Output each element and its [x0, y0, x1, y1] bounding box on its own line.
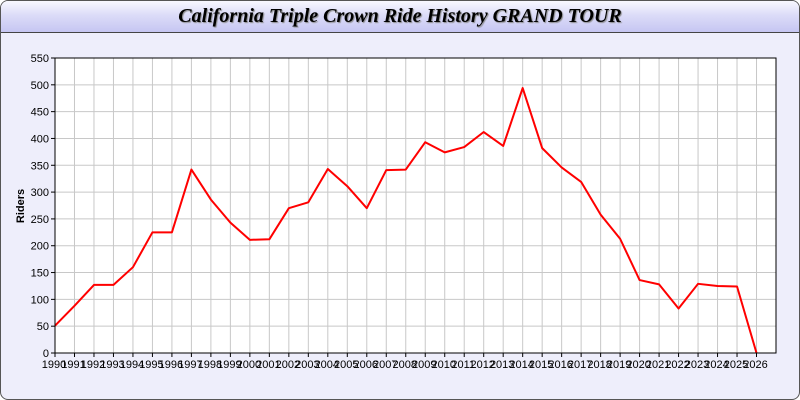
x-tick-label: 2013 [490, 359, 514, 371]
x-tick-label: 2023 [685, 359, 709, 371]
x-tick-label: 2009 [412, 359, 436, 371]
series [54, 87, 758, 354]
x-tick-label: 2018 [587, 359, 611, 371]
x-tick-label: 1994 [120, 359, 144, 371]
x-tick-label: 2000 [237, 359, 261, 371]
x-tick-label: 2010 [431, 359, 455, 371]
x-tick-label: 2003 [295, 359, 319, 371]
x-tick-label: 2025 [724, 359, 748, 371]
x-tick-label: 2014 [509, 359, 533, 371]
x-tick-label: 2006 [354, 359, 378, 371]
x-tick-label: 1990 [42, 359, 66, 371]
plot-area [55, 58, 776, 353]
x-tick-label: 2022 [665, 359, 689, 371]
x-tick-label: 1996 [159, 359, 183, 371]
y-tick-label: 250 [31, 214, 49, 226]
chart-title: California Triple Crown Ride History GRA… [178, 5, 622, 27]
y-tick-label: 150 [31, 268, 49, 280]
y-tick-label: 50 [37, 321, 49, 333]
x-tick-label: 2015 [529, 359, 553, 371]
y-tick-label: 350 [31, 160, 49, 172]
x-tick-label: 2002 [276, 359, 300, 371]
x-tick-label: 2024 [704, 359, 728, 371]
y-axis: 0 50 100 150 200 250 300 350 400 450 500 550 [31, 53, 55, 360]
x-tick-label: 1991 [61, 359, 85, 371]
x-tick-label: 2005 [334, 359, 358, 371]
y-tick-label: 550 [31, 53, 49, 65]
x-tick-label: 2004 [315, 359, 339, 371]
plot-border [54, 57, 777, 354]
x-tick-label: 2008 [393, 359, 417, 371]
x-tick-label: 2007 [373, 359, 397, 371]
x-tick-label: 2011 [451, 359, 475, 371]
x-tick-label: 1992 [81, 359, 105, 371]
y-axis-label: Riders [15, 189, 27, 223]
x-tick-label: 2021 [646, 359, 670, 371]
x-tick-label: 2001 [256, 359, 280, 371]
x-tick-label: 1998 [198, 359, 222, 371]
x-tick-label: 2012 [470, 359, 494, 371]
x-tick-label: 2020 [626, 359, 650, 371]
y-tick-label: 400 [31, 133, 49, 145]
y-tick-label: 0 [43, 348, 49, 360]
y-tick-label: 300 [31, 187, 49, 199]
y-tick-label: 200 [31, 241, 49, 253]
title-bar: California Triple Crown Ride History GRA… [1, 1, 799, 33]
y-tick-label: 100 [31, 294, 49, 306]
x-tick-label: 2017 [568, 359, 592, 371]
x-axis: 1990199119921993199419951996199719981999… [42, 353, 768, 371]
x-tick-label: 2016 [548, 359, 572, 371]
y-tick-label: 450 [31, 107, 49, 119]
y-tick-label: 500 [31, 80, 49, 92]
x-tick-label: 1995 [139, 359, 163, 371]
x-tick-label: 1997 [178, 359, 202, 371]
x-tick-label: 1993 [100, 359, 124, 371]
x-tick-label: 1999 [217, 359, 241, 371]
x-tick-label: 2026 [743, 359, 767, 371]
x-tick-label: 2019 [607, 359, 631, 371]
